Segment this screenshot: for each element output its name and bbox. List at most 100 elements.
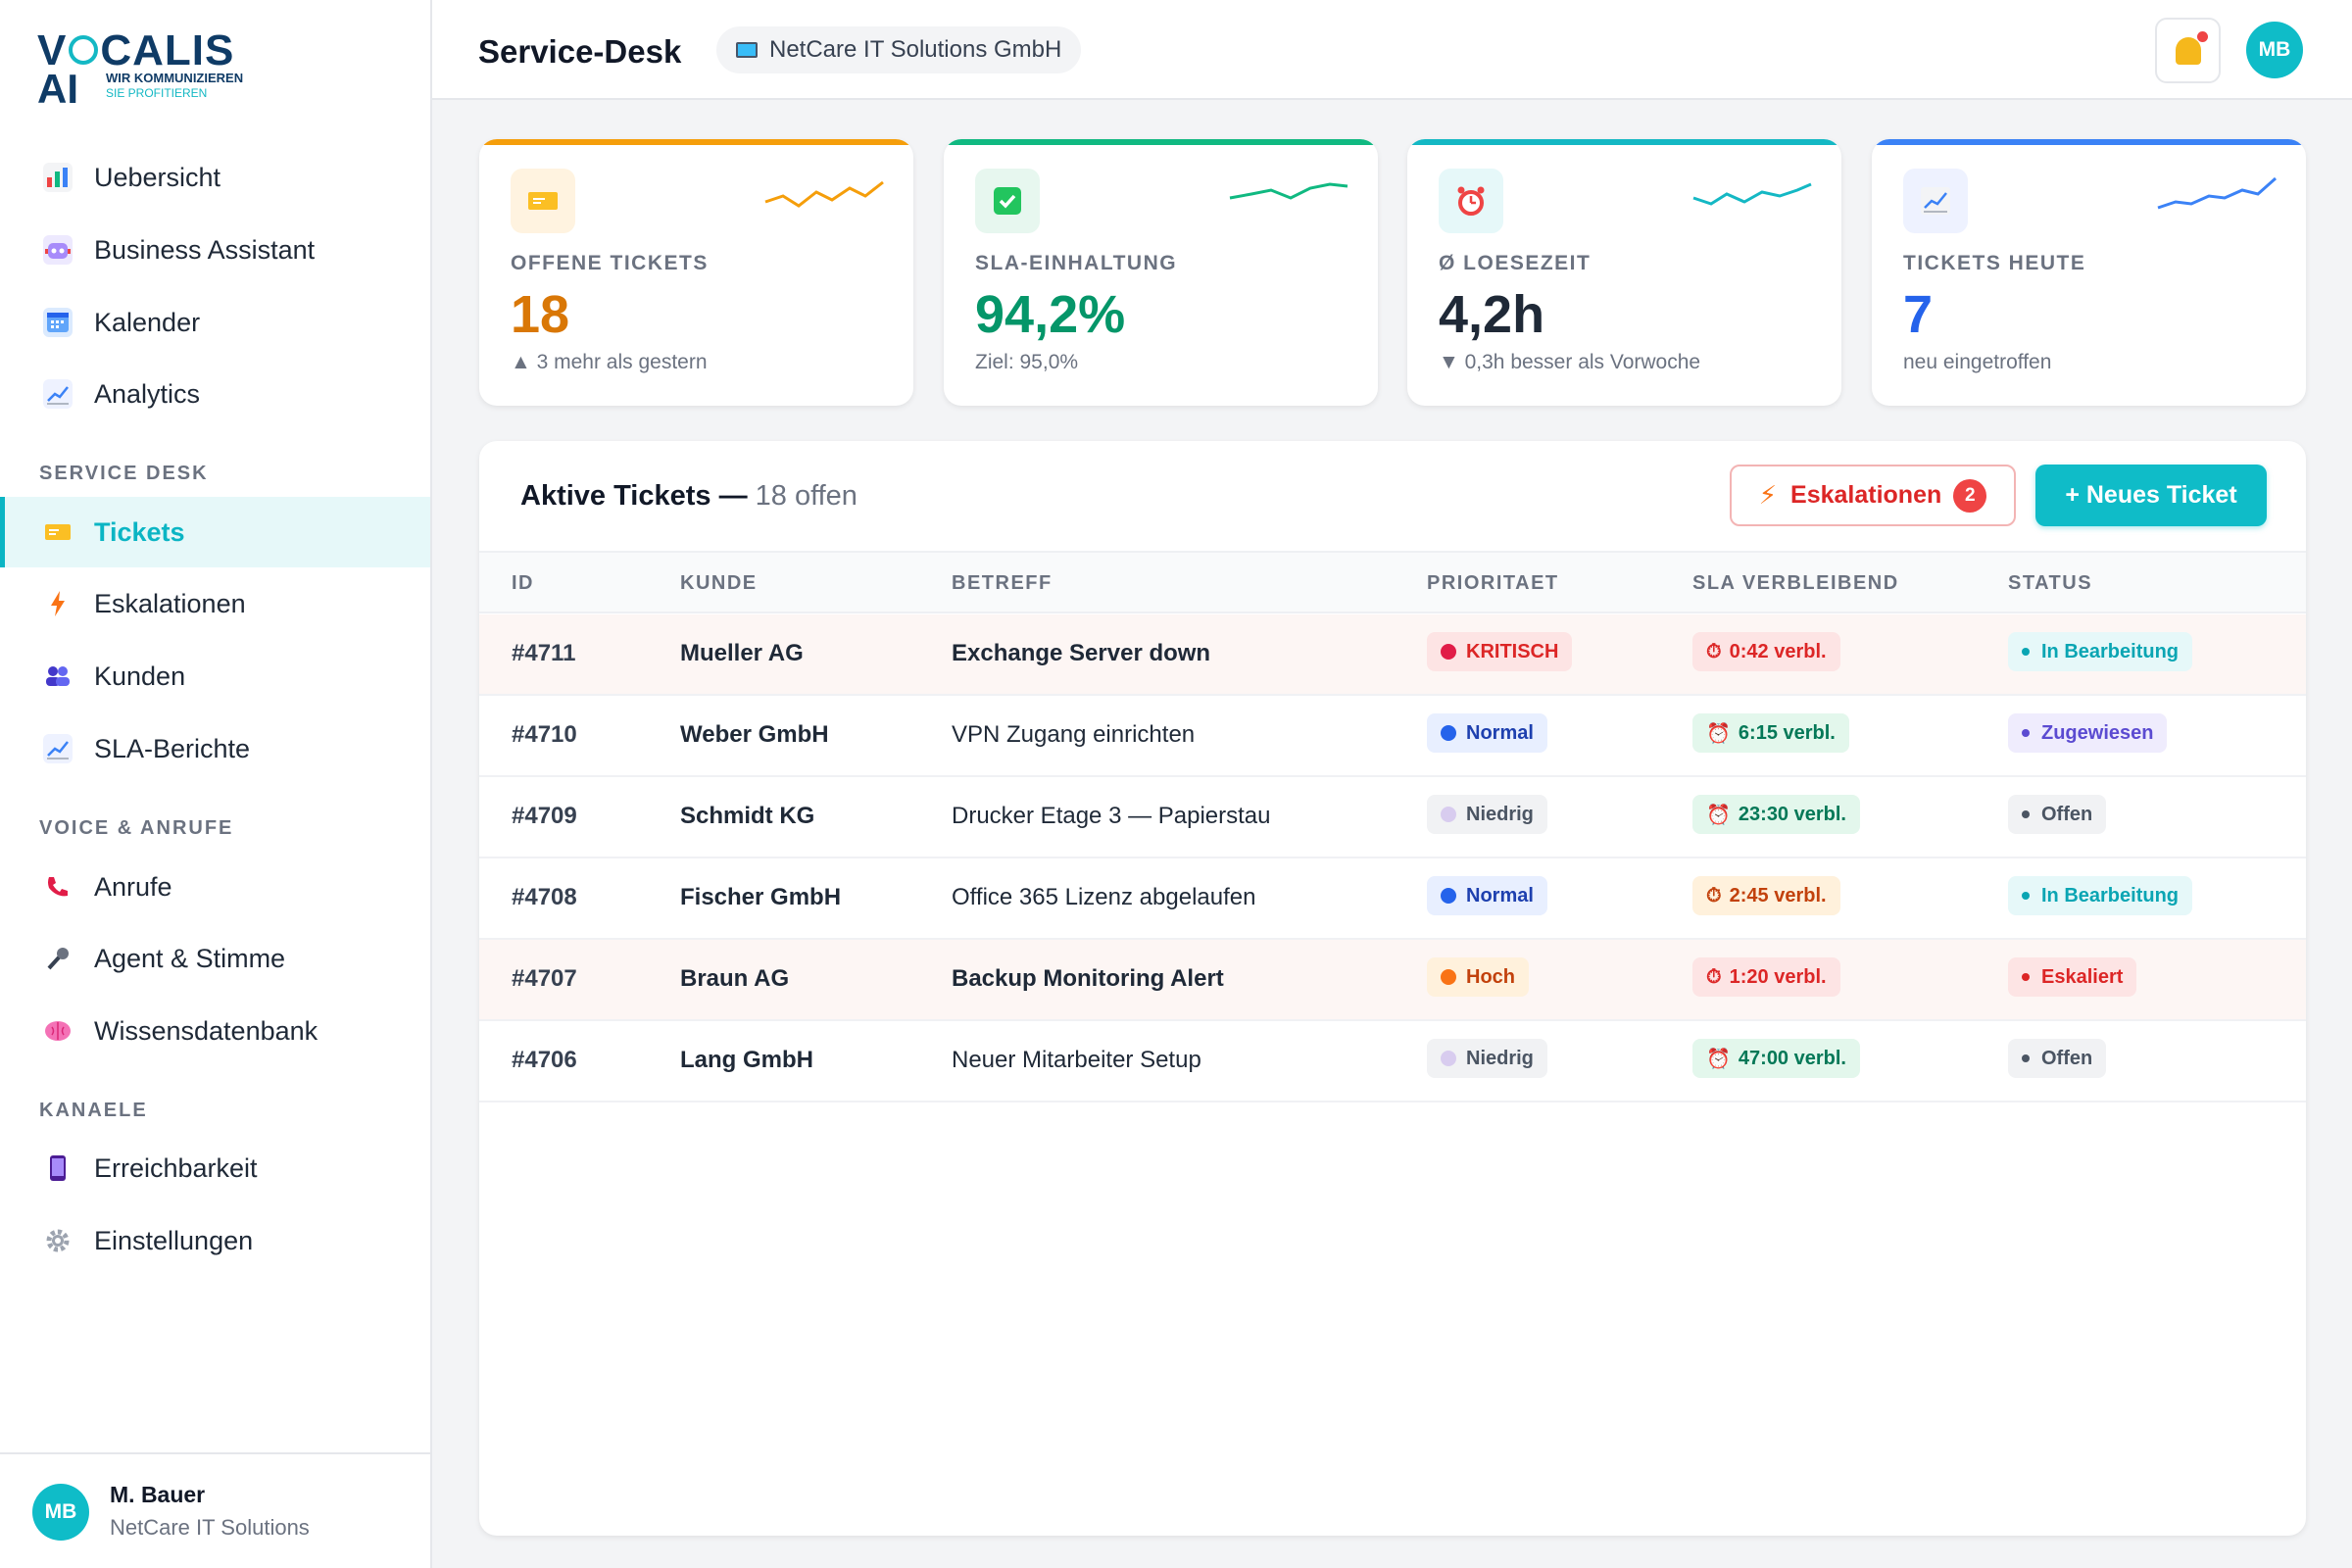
timer-icon: ⏱ xyxy=(1706,884,1722,906)
priority-badge: Normal xyxy=(1427,876,1547,915)
sidebar-section-voice: VOICE & ANRUFE xyxy=(39,817,234,839)
kpi-value: 4,2h xyxy=(1439,285,1545,344)
sidebar-item-eskalationen[interactable]: Eskalationen xyxy=(0,568,430,639)
sidebar-item-tickets[interactable]: Tickets xyxy=(0,497,430,567)
sla-badge: ⏱ 2:45 verbl. xyxy=(1692,876,1840,915)
column-header-id[interactable]: ID xyxy=(512,572,534,594)
bar-chart-icon xyxy=(43,163,73,192)
column-header-kunde[interactable]: KUNDE xyxy=(680,572,758,594)
page-title: Service-Desk xyxy=(478,33,682,70)
kpi-accent-bar xyxy=(1872,139,2306,145)
priority-badge: Normal xyxy=(1427,713,1547,753)
notification-dot xyxy=(2196,30,2208,42)
gear-icon xyxy=(43,1226,73,1255)
escalations-button[interactable]: ⚡ Eskalationen 2 xyxy=(1730,465,2016,526)
sidebar-item-analytics[interactable]: Analytics xyxy=(0,359,430,429)
alarm-clock-icon xyxy=(1439,169,1503,233)
ticket-customer: Braun AG xyxy=(680,965,790,992)
status-badge: In Bearbeitung xyxy=(2008,632,2193,671)
priority-dot-icon xyxy=(1441,888,1456,904)
ticket-customer: Schmidt KG xyxy=(680,803,815,829)
sidebar-item-uebersicht[interactable]: Uebersicht xyxy=(0,142,430,213)
header-avatar[interactable]: MB xyxy=(2246,22,2303,78)
sidebar-section-service-desk: SERVICE DESK xyxy=(39,463,209,484)
table-row[interactable]: #4708 Fischer GmbH Office 365 Lizenz abgel… xyxy=(479,858,2306,940)
ticket-id: #4711 xyxy=(512,640,576,666)
kpi-offene-tickets[interactable]: OFFENE TICKETS 18 ▲ 3 mehr als gestern xyxy=(479,139,913,406)
sidebar-item-business-assistant[interactable]: Business Assistant xyxy=(0,215,430,285)
calendar-icon xyxy=(43,308,73,337)
kpi-value: 18 xyxy=(511,285,570,344)
chart-up-icon xyxy=(43,379,73,409)
sidebar-item-erreichbarkeit[interactable]: Erreichbarkeit xyxy=(0,1133,430,1203)
sidebar: V CALIS AI WIR KOMMUNIZIEREN SIE PROFITIE… xyxy=(0,0,432,1568)
notifications-button[interactable] xyxy=(2155,18,2221,83)
sidebar-section-kanaele: KANAELE xyxy=(39,1100,148,1121)
current-user[interactable]: MB M. Bauer NetCare IT Solutions xyxy=(0,1452,430,1568)
table-title: Aktive Tickets — 18 offen xyxy=(520,480,858,512)
new-ticket-button[interactable]: + Neues Ticket xyxy=(2035,465,2267,526)
table-row[interactable]: #4710 Weber GmbH VPN Zugang einrichten Norm… xyxy=(479,696,2306,777)
kpi-subtext: Ziel: 95,0% xyxy=(975,351,1079,373)
timer-icon: ⏱ xyxy=(1706,640,1722,662)
user-org: NetCare IT Solutions xyxy=(110,1515,310,1540)
sidebar-item-anrufe[interactable]: Anrufe xyxy=(0,852,430,922)
users-icon xyxy=(43,662,73,691)
sidebar-item-agent-stimme[interactable]: Agent & Stimme xyxy=(0,923,430,994)
sla-badge: ⏰ 6:15 verbl. xyxy=(1692,713,1849,753)
sidebar-item-einstellungen[interactable]: Einstellungen xyxy=(0,1205,430,1276)
organization-pill[interactable]: NetCare IT Solutions GmbH xyxy=(716,26,1082,74)
timer-icon: ⏰ xyxy=(1706,722,1731,745)
timer-icon: ⏱ xyxy=(1706,965,1722,988)
kpi-accent-bar xyxy=(944,139,1378,145)
ticket-id: #4710 xyxy=(512,721,577,748)
kpi-tickets-heute[interactable]: TICKETS HEUTE 7 neu eingetroffen xyxy=(1872,139,2306,406)
status-badge: Zugewiesen xyxy=(2008,713,2168,753)
kpi-label: Ø LOESEZEIT xyxy=(1439,252,1592,274)
table-row[interactable]: #4709 Schmidt KG Drucker Etage 3 — Papiers… xyxy=(479,777,2306,858)
status-dot-icon xyxy=(2022,648,2030,656)
column-header-prioritaet[interactable]: PRIORITAET xyxy=(1427,572,1559,594)
status-dot-icon xyxy=(2022,1054,2030,1062)
sidebar-item-sla-berichte[interactable]: SLA-Berichte xyxy=(0,713,430,784)
chart-up-icon xyxy=(43,734,73,763)
column-header-status[interactable]: STATUS xyxy=(2008,572,2093,594)
table-row[interactable]: #4711 Mueller AG Exchange Server down KRITI… xyxy=(479,614,2306,696)
status-dot-icon xyxy=(2022,892,2030,900)
column-header-betreff[interactable]: BETREFF xyxy=(952,572,1053,594)
check-icon xyxy=(975,169,1040,233)
avatar: MB xyxy=(32,1484,89,1541)
sla-badge: ⏰ 23:30 verbl. xyxy=(1692,795,1860,834)
kpi-sparkline xyxy=(1229,182,1348,200)
kpi-sla-einhaltung[interactable]: SLA-EINHALTUNG 94,2% Ziel: 95,0% xyxy=(944,139,1378,406)
status-dot-icon xyxy=(2022,729,2030,737)
kpi-sparkline xyxy=(764,180,884,208)
robot-icon xyxy=(43,235,73,265)
bell-icon xyxy=(2175,30,2208,65)
sla-badge: ⏱ 1:20 verbl. xyxy=(1692,957,1840,997)
status-badge: Eskaliert xyxy=(2008,957,2137,997)
timer-icon: ⏰ xyxy=(1706,804,1731,826)
column-header-sla[interactable]: SLA VERBLEIBEND xyxy=(1692,572,1899,594)
kpi-loesezeit[interactable]: Ø LOESEZEIT 4,2h ▼ 0,3h besser als Vorwo… xyxy=(1407,139,1841,406)
top-header: Service-Desk NetCare IT Solutions GmbH M… xyxy=(432,0,2352,100)
chart-up-icon xyxy=(1903,169,1968,233)
sidebar-item-kalender[interactable]: Kalender xyxy=(0,287,430,358)
priority-badge: KRITISCH xyxy=(1427,632,1573,671)
table-row[interactable]: #4707 Braun AG Backup Monitoring Alert Hoch… xyxy=(479,940,2306,1021)
priority-badge: Niedrig xyxy=(1427,795,1547,834)
status-dot-icon xyxy=(2022,973,2030,981)
priority-dot-icon xyxy=(1441,644,1456,660)
kpi-accent-bar xyxy=(1407,139,1841,145)
kpi-sparkline xyxy=(1692,182,1812,206)
sidebar-item-kunden[interactable]: Kunden xyxy=(0,641,430,711)
vocalis-logo[interactable]: V CALIS AI WIR KOMMUNIZIEREN SIE PROFITIE… xyxy=(37,26,244,112)
priority-badge: Niedrig xyxy=(1427,1039,1547,1078)
escalations-count-badge: 2 xyxy=(1953,478,1987,513)
kpi-label: OFFENE TICKETS xyxy=(511,252,709,274)
sidebar-item-wissensdatenbank[interactable]: Wissensdatenbank xyxy=(0,996,430,1066)
status-dot-icon xyxy=(2022,810,2030,818)
ticket-customer: Weber GmbH xyxy=(680,721,829,748)
table-row[interactable]: #4706 Lang GmbH Neuer Mitarbeiter Setup Nie… xyxy=(479,1021,2306,1102)
status-badge: Offen xyxy=(2008,795,2107,834)
